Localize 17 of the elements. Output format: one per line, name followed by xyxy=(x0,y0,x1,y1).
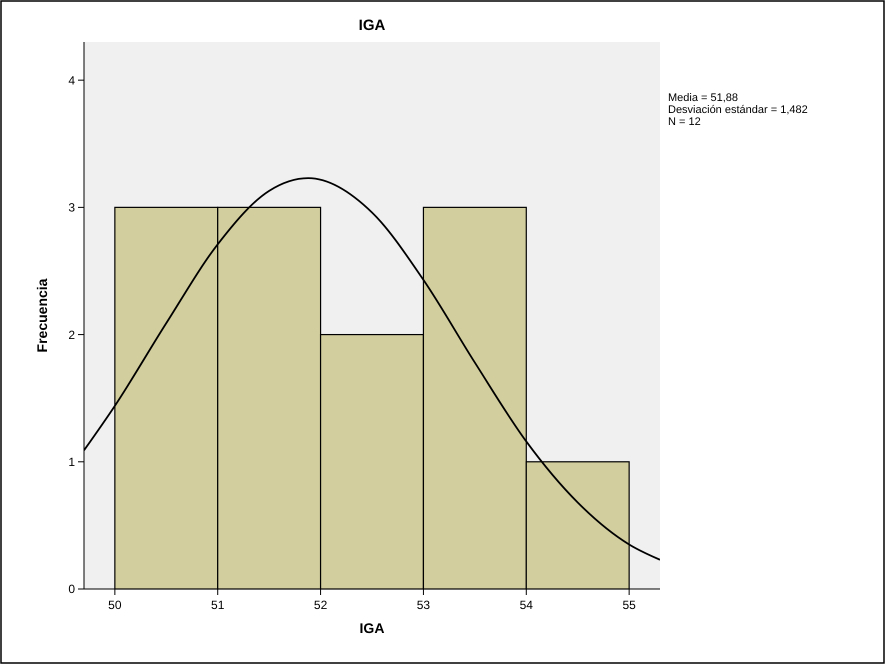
y-tick-label: 3 xyxy=(68,200,76,215)
y-tick-label: 0 xyxy=(68,582,76,596)
y-axis-title: Frecuencia xyxy=(34,278,50,352)
text: Media = 51,88 xyxy=(668,92,738,104)
x-tick-label: 54 xyxy=(520,598,534,612)
x-tick-label: 52 xyxy=(314,598,328,612)
x-tick-label: 50 xyxy=(108,598,122,612)
y-tick-label: 4 xyxy=(68,73,76,88)
y-tick-label: 2 xyxy=(68,328,76,342)
text: N = 12 xyxy=(668,116,701,128)
x-tick-label: 55 xyxy=(622,598,636,612)
x-tick-label: 53 xyxy=(416,598,430,612)
chart-title: IGA xyxy=(358,17,386,34)
text: Desviación estándar = 1,482 xyxy=(668,104,808,116)
y-tick-label: 1 xyxy=(68,454,76,469)
x-tick-label: 51 xyxy=(211,598,225,612)
x-axis-title: IGA xyxy=(360,620,384,636)
